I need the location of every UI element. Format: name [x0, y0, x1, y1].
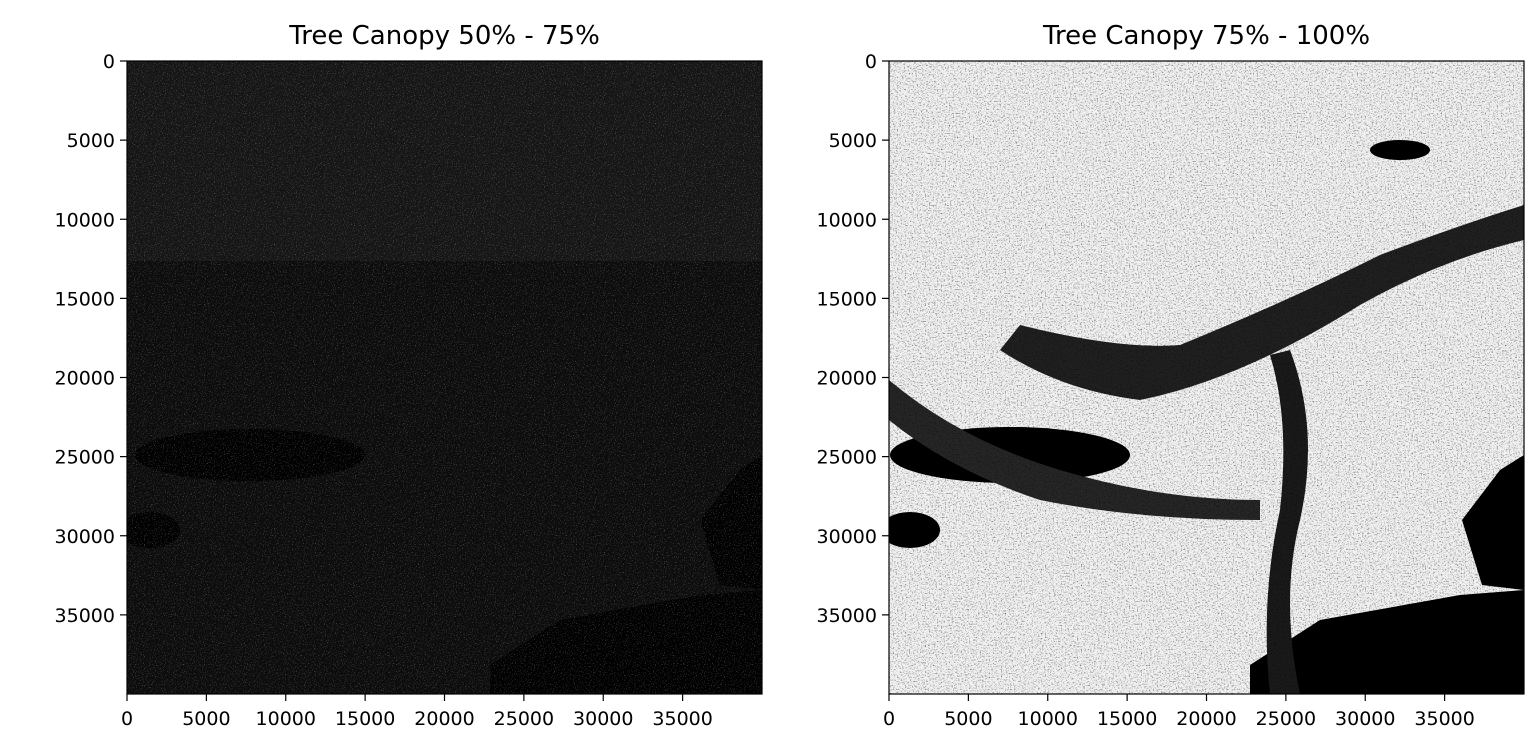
y-tick-label: 10000 — [817, 209, 877, 231]
y-tick-label: 35000 — [817, 605, 877, 627]
x-tick-label: 0 — [883, 708, 895, 730]
y-tick-label: 35000 — [55, 605, 115, 627]
x-tick-label: 5000 — [944, 708, 992, 730]
y-tick-label: 25000 — [55, 447, 115, 469]
x-tick-label: 5000 — [182, 708, 230, 730]
y-tick-label: 10000 — [55, 209, 115, 231]
heatmap-image — [127, 61, 762, 694]
heatmap-image — [889, 61, 1524, 694]
y-tick-label: 5000 — [67, 130, 115, 152]
y-axis: 0 5000 10000 15000 20000 25000 30000 35000 — [817, 51, 889, 627]
y-tick-label: 15000 — [55, 288, 115, 310]
chart-title: Tree Canopy 75% - 100% — [1042, 21, 1370, 51]
y-tick-label: 5000 — [829, 130, 877, 152]
x-tick-label: 20000 — [414, 708, 474, 730]
y-tick-label: 20000 — [817, 368, 877, 390]
x-tick-label: 0 — [121, 708, 133, 730]
y-tick-label: 30000 — [55, 526, 115, 548]
x-tick-label: 30000 — [1335, 708, 1395, 730]
chart-title: Tree Canopy 50% - 75% — [288, 21, 600, 51]
chart-panel-canopy-50-75: Tree Canopy 50% - 75% 0 5000 10000 15000 200… — [55, 21, 763, 730]
y-tick-label: 25000 — [817, 447, 877, 469]
x-tick-label: 10000 — [1018, 708, 1078, 730]
x-tick-label: 25000 — [1256, 708, 1316, 730]
y-tick-label: 30000 — [817, 526, 877, 548]
y-axis: 0 5000 10000 15000 20000 25000 30000 35000 — [55, 51, 127, 627]
y-tick-label: 0 — [865, 51, 877, 73]
chart-panel-canopy-75-100: Tree Canopy 75% - 100% 0 5000 10000 15000 20… — [817, 21, 1525, 730]
x-tick-label: 35000 — [652, 708, 712, 730]
y-tick-label: 0 — [103, 51, 115, 73]
x-axis: 0 5000 10000 15000 20000 25000 30000 35000 — [121, 694, 713, 730]
y-tick-label: 15000 — [817, 288, 877, 310]
y-tick-label: 20000 — [55, 368, 115, 390]
x-tick-label: 20000 — [1176, 708, 1236, 730]
x-tick-label: 10000 — [256, 708, 316, 730]
x-tick-label: 35000 — [1414, 708, 1474, 730]
x-axis: 0 5000 10000 15000 20000 25000 30000 35000 — [883, 694, 1475, 730]
x-tick-label: 25000 — [494, 708, 554, 730]
x-tick-label: 15000 — [335, 708, 395, 730]
x-tick-label: 15000 — [1097, 708, 1157, 730]
x-tick-label: 30000 — [573, 708, 633, 730]
